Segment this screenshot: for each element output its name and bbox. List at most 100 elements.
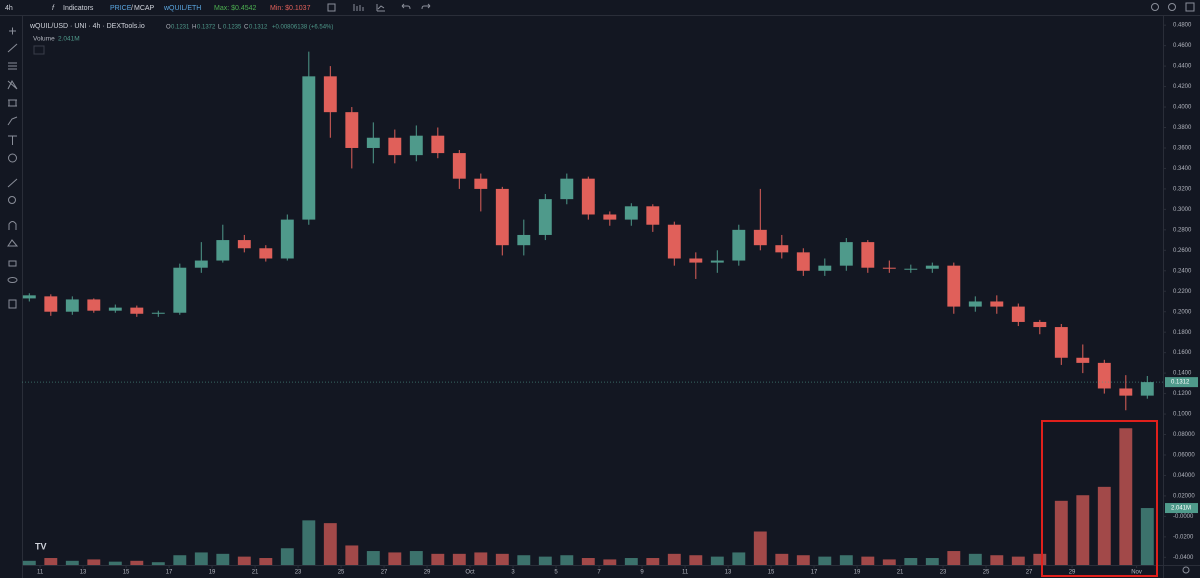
candle-body [366, 137, 380, 148]
volume-bar [1076, 495, 1090, 565]
candle-body [495, 188, 509, 246]
text-tool[interactable] [8, 135, 17, 145]
x-tick-label: 25 [338, 570, 345, 576]
price-toggle[interactable]: PRICE [110, 5, 132, 12]
volume-bar [1119, 428, 1133, 565]
zoom-tool[interactable] [8, 196, 16, 204]
candle-body [237, 240, 251, 249]
volume-bar [775, 553, 789, 565]
fullscreen-button[interactable] [327, 3, 336, 12]
volume-bar [237, 556, 251, 565]
highlight-box [1041, 420, 1158, 577]
candle-body [818, 265, 832, 271]
y-tick-label: 0.1200 [1173, 391, 1192, 397]
axis-settings[interactable] [1182, 566, 1190, 574]
volume-bar [345, 545, 359, 565]
ruler-tool[interactable] [7, 178, 18, 188]
volume-bar [151, 562, 165, 565]
volume-bar [882, 559, 896, 565]
y-tick-label: -0.0000 [1173, 514, 1194, 520]
fib-tool[interactable] [8, 62, 17, 70]
volume-bar [87, 559, 101, 565]
y-tick-label: 0.1800 [1173, 330, 1192, 336]
volume-bar [409, 551, 423, 565]
snapshot-button[interactable] [1185, 2, 1195, 12]
visibility-tool[interactable] [7, 277, 18, 283]
mcap-toggle[interactable]: MCAP [134, 5, 155, 12]
y-tick-label: 0.1400 [1173, 371, 1192, 377]
x-tick-label: 9 [640, 570, 644, 576]
x-tick-label: 15 [123, 570, 130, 576]
separator: / [131, 5, 133, 12]
candle-body [1119, 388, 1133, 396]
y-tick-label: 0.08000 [1173, 432, 1195, 438]
x-tick-label: 11 [682, 570, 689, 576]
volume-bar [1054, 500, 1068, 565]
y-tick-label: 0.04000 [1173, 473, 1195, 479]
compare-button[interactable] [376, 4, 385, 12]
volume-bar [194, 552, 208, 565]
volume-bar [280, 548, 294, 565]
settings-button[interactable] [1168, 3, 1176, 11]
volume-bar [1011, 556, 1025, 565]
lock-drawing-tool[interactable] [7, 239, 19, 247]
undo-button[interactable] [401, 3, 411, 10]
x-tick-label: 17 [811, 570, 818, 576]
candle-body [560, 178, 574, 200]
prediction-tool[interactable] [8, 99, 17, 107]
candle-body [947, 265, 961, 307]
pattern-tool[interactable] [7, 79, 18, 90]
interval[interactable]: 4h [5, 5, 13, 12]
volume-legend: Volume [33, 36, 55, 43]
delete-tool[interactable] [8, 299, 17, 309]
x-tick-label: 19 [854, 570, 861, 576]
pair-toggle[interactable]: wQUIL/ETH [163, 5, 201, 12]
volume-bar [667, 553, 681, 565]
trendline-tool[interactable] [7, 43, 18, 53]
chart-type-button[interactable] [353, 4, 364, 11]
volume-legend-value: 2.041M [58, 36, 80, 43]
x-tick-label: 25 [983, 570, 990, 576]
candle-body [194, 260, 208, 268]
volume-bar [323, 523, 337, 565]
candle-body [1033, 321, 1047, 328]
volume-bar [130, 560, 144, 565]
volume-bar [603, 559, 617, 565]
magnet-tool[interactable] [8, 221, 17, 231]
collapse-button[interactable] [33, 45, 45, 55]
x-tick-label: 29 [1069, 570, 1076, 576]
indicators-icon[interactable]: f [52, 5, 55, 12]
y-tick-label: 0.3800 [1173, 125, 1192, 131]
legend-change: +0.00806138 (+6.54%) [272, 25, 333, 31]
crosshair-tool[interactable] [9, 27, 16, 35]
legend-h-value: 0.1372 [197, 25, 216, 31]
candle-body [44, 296, 58, 312]
redo-button[interactable] [421, 3, 431, 10]
indicators[interactable]: Indicators [63, 5, 94, 12]
x-tick-label: 27 [381, 570, 388, 576]
volume-bar [818, 556, 832, 565]
min-price: Min: $0.1037 [270, 5, 311, 12]
x-tick-label: 29 [424, 570, 431, 576]
y-tick-label: 0.02000 [1173, 493, 1195, 499]
legend-o-value: 0.1231 [171, 25, 190, 31]
candle-body [667, 224, 681, 259]
candle-body [882, 267, 896, 269]
brush-tool[interactable] [7, 116, 18, 126]
volume-bar [216, 553, 230, 565]
candle-body [1054, 327, 1068, 358]
candle-body [65, 299, 79, 312]
y-tick-label: 0.3600 [1173, 146, 1192, 152]
x-tick-label: 21 [252, 570, 259, 576]
y-tick-label: 0.1600 [1173, 350, 1192, 356]
volume-bar [538, 556, 552, 565]
max-price: Max: $0.4542 [214, 5, 257, 12]
clock-button[interactable] [1151, 3, 1159, 11]
volume-bar [560, 555, 574, 565]
emoji-tool[interactable] [8, 153, 17, 163]
volume-bar [44, 558, 58, 565]
y-tick-label: 0.2000 [1173, 309, 1192, 315]
x-tick-label: 5 [554, 570, 558, 576]
lock-tool[interactable] [8, 260, 17, 267]
